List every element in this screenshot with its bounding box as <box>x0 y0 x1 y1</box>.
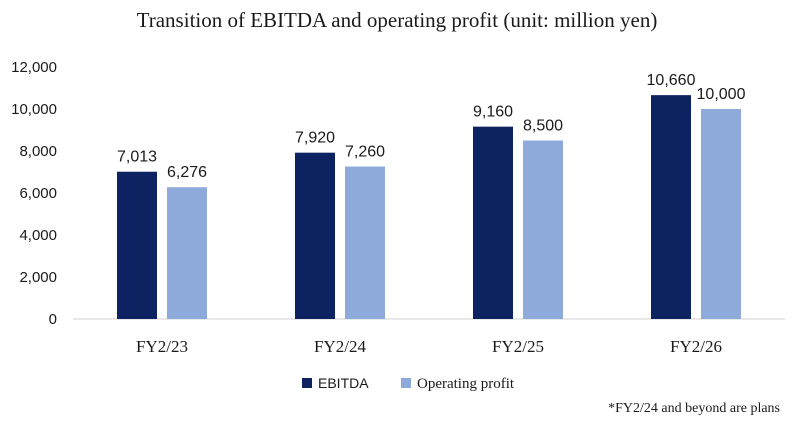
bar-operating-profit-fy2-24 <box>345 166 385 319</box>
x-tick-label: FY2/23 <box>136 337 188 356</box>
data-labels: 7,013 6,276 7,920 7,260 9,160 8,500 10,66010,0… <box>117 72 746 181</box>
data-label-ebitda: 10,660 <box>647 72 696 89</box>
bar-operating-profit-fy2-25 <box>523 140 563 319</box>
bar-ebitda-fy2-23 <box>117 171 157 319</box>
y-axis: 0 2,000 4,000 6,000 8,000 10,000 12,000 <box>11 59 57 328</box>
bar-operating-profit-fy2-23 <box>167 187 207 319</box>
y-tick-label: 2,000 <box>19 269 57 286</box>
data-label-operating-profit: 8,500 <box>523 118 563 135</box>
data-label-ebitda: 9,160 <box>473 104 513 121</box>
x-tick-label: FY2/25 <box>492 337 544 356</box>
bar-ebitda-fy2-25 <box>473 126 513 319</box>
y-tick-label: 4,000 <box>19 227 57 244</box>
bar-ebitda-fy2-26 <box>651 95 691 319</box>
x-tick-label: FY2/24 <box>314 337 366 356</box>
legend-swatch-operating-profit <box>401 378 411 388</box>
chart-title: Transition of EBITDA and operating profi… <box>137 8 658 32</box>
legend-label-ebitda: EBITDA <box>318 375 369 391</box>
y-tick-label: 12,000 <box>11 59 57 76</box>
legend-swatch-ebitda <box>302 378 312 388</box>
bar-ebitda-fy2-24 <box>295 152 335 319</box>
data-label-ebitda: 7,013 <box>117 149 157 166</box>
x-tick-label: FY2/26 <box>670 337 722 356</box>
y-tick-label: 8,000 <box>19 143 57 160</box>
bar-operating-profit-fy2-26 <box>701 109 741 319</box>
data-label-operating-profit: 7,260 <box>345 144 385 161</box>
footnote: *FY2/24 and beyond are plans <box>608 401 780 416</box>
y-tick-label: 0 <box>49 311 57 328</box>
data-label-operating-profit: 6,276 <box>167 164 207 181</box>
x-ticks: FY2/23 FY2/24 FY2/25 FY2/26 <box>136 337 722 356</box>
legend-label-operating-profit: Operating profit <box>417 376 515 392</box>
data-label-ebitda: 7,920 <box>295 130 335 147</box>
y-tick-label: 10,000 <box>11 101 57 118</box>
bars <box>117 95 741 319</box>
legend: EBITDA Operating profit <box>302 375 515 392</box>
y-tick-label: 6,000 <box>19 185 57 202</box>
data-label-operating-profit: 10,000 <box>697 86 746 103</box>
